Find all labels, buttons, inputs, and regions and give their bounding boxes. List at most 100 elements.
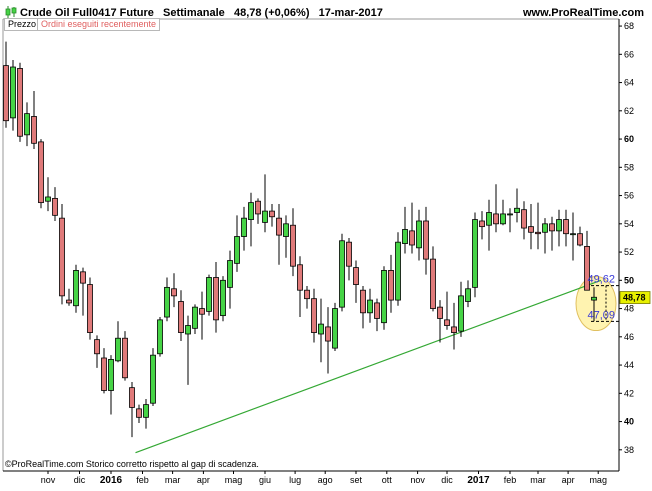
- x-tick-label: set: [350, 475, 363, 485]
- x-tick-label: nov: [410, 475, 425, 485]
- candle: [437, 300, 443, 343]
- tab-recent-orders[interactable]: Ordini eseguiti recentemente: [37, 18, 161, 31]
- candle: [493, 184, 499, 233]
- candle: [577, 226, 583, 247]
- candle: [255, 198, 261, 224]
- candle: [304, 285, 310, 309]
- candle: [66, 288, 72, 306]
- y-tick-label: 42: [624, 388, 634, 398]
- candle-body-up: [367, 299, 373, 314]
- candle: [269, 204, 275, 227]
- candle-body-up: [395, 241, 401, 301]
- candle-body-down: [451, 326, 457, 333]
- candle-body-down: [59, 217, 65, 297]
- tab-price[interactable]: Prezzo: [4, 18, 41, 31]
- x-tick-label: ott: [382, 475, 393, 485]
- candle-body-up: [150, 354, 156, 404]
- candle: [472, 212, 478, 298]
- site-url[interactable]: www.ProRealTime.com: [522, 7, 644, 19]
- candle-body-down: [479, 220, 485, 228]
- candle-body-down: [493, 213, 499, 225]
- candle: [227, 250, 233, 309]
- candle: [157, 317, 163, 357]
- candle-body-down: [213, 277, 219, 321]
- y-tick-label: 58: [624, 162, 634, 172]
- candle: [409, 202, 415, 254]
- candle: [416, 209, 422, 261]
- level-label: 49,62: [587, 274, 615, 286]
- candle-body-down: [38, 141, 44, 204]
- x-tick-label: ago: [318, 475, 333, 485]
- candle-body-down: [3, 65, 9, 122]
- candle-body-up: [10, 66, 16, 119]
- candle: [430, 246, 436, 312]
- candle-body-down: [199, 308, 205, 315]
- candle: [45, 177, 51, 212]
- last-change: 48,78 (+0,06%): [233, 7, 310, 19]
- candle: [178, 290, 184, 342]
- candle: [402, 206, 408, 254]
- candle: [367, 288, 373, 323]
- candle: [73, 264, 79, 313]
- x-tick-label: feb: [504, 475, 517, 485]
- candle-body-down: [346, 241, 352, 267]
- level-label: 47,09: [587, 309, 615, 321]
- candle: [353, 260, 359, 303]
- candle: [346, 237, 352, 281]
- candle-body-down: [101, 357, 107, 391]
- candle: [94, 335, 100, 368]
- quote-date: 17-mar-2017: [318, 7, 383, 19]
- candle: [248, 192, 254, 247]
- y-tick-label: 54: [624, 219, 634, 229]
- candle-body-down: [80, 271, 86, 284]
- candle: [199, 291, 205, 340]
- candle: [59, 204, 65, 305]
- last-price-tag: 48,78: [619, 291, 651, 304]
- support-trendline[interactable]: [135, 279, 602, 454]
- candle-body-down: [136, 408, 142, 418]
- candle: [479, 211, 485, 240]
- candle-body-up: [465, 288, 471, 302]
- candle-body-down: [430, 258, 436, 309]
- candle-body-up: [206, 277, 212, 312]
- levels-layer: 49,62 47,09: [587, 274, 619, 322]
- y-tick-label: 50: [624, 275, 634, 285]
- candle-body-up: [507, 213, 513, 216]
- candle-body-down: [423, 220, 429, 260]
- candle-body-up: [227, 260, 233, 288]
- candle-body-up: [458, 295, 464, 332]
- candle-body-down: [353, 267, 359, 285]
- candle: [332, 302, 338, 351]
- candle-body-down: [290, 224, 296, 267]
- candle: [101, 348, 107, 394]
- candle: [115, 321, 121, 363]
- candle-body-down: [129, 387, 135, 408]
- candle: [10, 59, 16, 131]
- candle-body-up: [556, 219, 562, 232]
- last-price-value: 48,78: [623, 293, 646, 303]
- candle-body-down: [311, 298, 317, 333]
- candle: [213, 261, 219, 333]
- candle-body-down: [388, 270, 394, 301]
- candle: [262, 174, 268, 233]
- candle: [507, 208, 513, 233]
- candle-body-up: [108, 359, 114, 391]
- candle-body-down: [171, 288, 177, 297]
- candle-body-up: [241, 217, 247, 237]
- candle: [80, 267, 86, 316]
- candle-body-down: [269, 210, 275, 218]
- candle-body-down: [52, 197, 58, 216]
- candle: [234, 215, 240, 272]
- candle: [549, 216, 555, 251]
- candle: [486, 199, 492, 251]
- candle: [3, 41, 9, 128]
- candle-body-up: [318, 323, 324, 335]
- candle: [339, 233, 345, 312]
- candle: [108, 355, 114, 415]
- candle-body-up: [185, 325, 191, 335]
- candle-body-down: [584, 246, 590, 291]
- candle-body-up: [45, 196, 51, 202]
- candle: [584, 230, 590, 291]
